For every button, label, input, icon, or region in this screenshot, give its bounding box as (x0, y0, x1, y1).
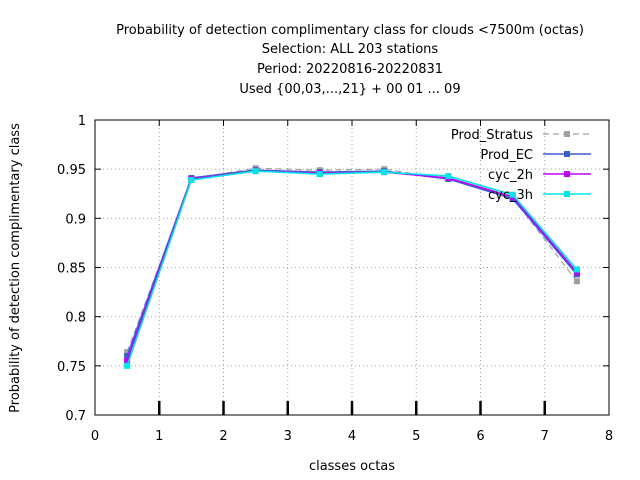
legend: Prod_Stratus Prod_EC cyc_2h cyc_3h (451, 128, 591, 203)
legend-marker (564, 191, 570, 197)
x-tick-label: 5 (412, 429, 420, 444)
grid (95, 120, 609, 415)
x-tick-label: 4 (348, 429, 356, 444)
y-tick-label: 0.9 (65, 212, 86, 227)
series-point (381, 169, 388, 176)
y-tick-label: 0.8 (65, 311, 86, 326)
series-point (316, 171, 323, 178)
title-line-2: Selection: ALL 203 stations (262, 42, 439, 57)
y-tick-label: 0.85 (57, 262, 86, 277)
series-point (573, 278, 580, 285)
series-line (126, 170, 578, 367)
legend-label: Prod_EC (480, 148, 533, 163)
legend-marker (564, 171, 570, 177)
title-line-4: Used {00,03,...,21} + 00 01 ... 09 (239, 82, 460, 97)
y-axis-ticks: 0.7 0.75 0.8 0.85 0.9 0.95 1 (57, 114, 609, 424)
x-tick-label: 2 (219, 429, 227, 444)
legend-marker (564, 151, 570, 157)
x-tick-label: 3 (284, 429, 292, 444)
legend-item: cyc_3h (488, 188, 591, 203)
x-tick-label: 7 (541, 429, 549, 444)
legend-marker (564, 131, 570, 137)
legend-label: cyc_3h (488, 188, 533, 203)
series-point (124, 357, 131, 364)
series-point (124, 362, 131, 369)
series-point (573, 266, 580, 273)
legend-label: Prod_Stratus (451, 128, 533, 143)
title-line-3: Period: 20220816-20220831 (257, 62, 443, 77)
x-axis-label: classes octas (309, 459, 395, 474)
legend-item: Prod_Stratus (451, 128, 591, 143)
legend-item: cyc_2h (488, 168, 591, 183)
y-tick-label: 0.75 (57, 360, 86, 375)
series-group (124, 165, 580, 369)
series-point (445, 173, 452, 180)
series-line (126, 169, 578, 357)
x-axis-ticks: 0 1 2 3 4 5 6 7 8 (91, 120, 613, 444)
plot-frame (94, 119, 610, 416)
chart-title: Probability of detection complimentary c… (116, 23, 584, 97)
series-point (124, 349, 131, 356)
series-point (188, 176, 195, 183)
title-line-1: Probability of detection complimentary c… (116, 23, 584, 38)
x-tick-label: 6 (476, 429, 484, 444)
legend-item: Prod_EC (480, 148, 591, 163)
y-tick-label: 0.95 (57, 163, 86, 178)
legend-label: cyc_2h (488, 168, 533, 183)
y-tick-label: 0.7 (65, 409, 86, 424)
x-tick-label: 1 (155, 429, 163, 444)
series-point (509, 191, 516, 198)
y-tick-label: 1 (78, 114, 86, 129)
y-axis-label: Probability of detection complimentary c… (8, 123, 23, 413)
x-tick-label: 0 (91, 429, 99, 444)
series-point (252, 168, 259, 175)
series-cyc_3h (124, 168, 580, 369)
x-tick-label: 8 (605, 429, 613, 444)
series-point (124, 353, 131, 359)
